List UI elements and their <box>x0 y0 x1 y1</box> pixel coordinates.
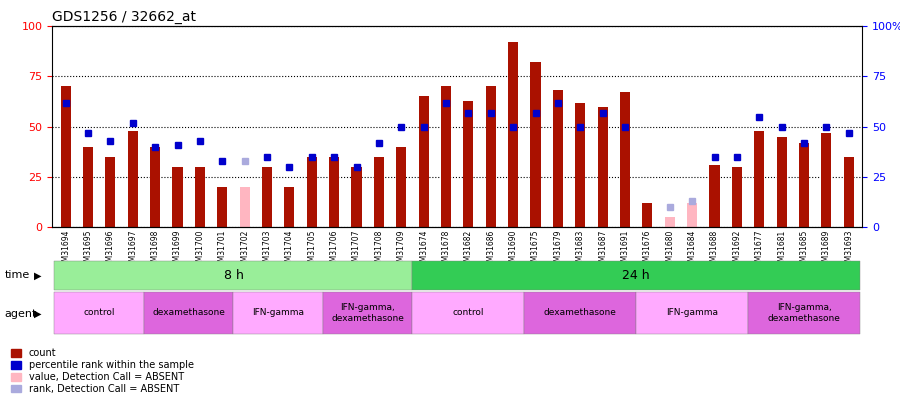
Text: control: control <box>453 308 484 318</box>
Text: control: control <box>84 308 115 318</box>
Bar <box>508 43 518 227</box>
Text: IFN-gamma,
dexamethasone: IFN-gamma, dexamethasone <box>768 303 841 322</box>
Bar <box>374 157 384 227</box>
Bar <box>83 147 93 227</box>
Bar <box>575 102 585 227</box>
Legend: count, percentile rank within the sample, value, Detection Call = ABSENT, rank, : count, percentile rank within the sample… <box>9 346 196 396</box>
Bar <box>530 62 541 227</box>
Text: time: time <box>4 271 30 280</box>
Bar <box>352 167 362 227</box>
Text: ▶: ▶ <box>34 271 41 280</box>
Text: 8 h: 8 h <box>223 269 243 282</box>
Bar <box>150 147 160 227</box>
Bar <box>262 167 272 227</box>
Bar <box>284 187 294 227</box>
Bar <box>620 92 630 227</box>
Bar <box>754 130 764 227</box>
Bar <box>217 187 228 227</box>
Bar <box>239 187 249 227</box>
Bar <box>598 107 608 227</box>
Bar <box>843 157 854 227</box>
Bar <box>194 167 205 227</box>
Bar <box>732 167 742 227</box>
Bar <box>643 203 652 227</box>
Bar <box>396 147 406 227</box>
Bar <box>105 157 115 227</box>
Bar <box>687 203 698 227</box>
Text: dexamethasone: dexamethasone <box>544 308 617 318</box>
Text: GDS1256 / 32662_at: GDS1256 / 32662_at <box>52 10 196 24</box>
Bar <box>307 157 317 227</box>
Bar <box>709 165 720 227</box>
Text: dexamethasone: dexamethasone <box>152 308 225 318</box>
Text: IFN-gamma,
dexamethasone: IFN-gamma, dexamethasone <box>331 303 404 322</box>
Text: IFN-gamma: IFN-gamma <box>252 308 304 318</box>
Text: 24 h: 24 h <box>623 269 650 282</box>
Bar <box>777 136 787 227</box>
Bar <box>173 167 183 227</box>
Bar <box>822 132 832 227</box>
Text: ▶: ▶ <box>34 309 41 319</box>
Text: agent: agent <box>4 309 37 319</box>
Bar <box>486 86 496 227</box>
Bar <box>418 96 428 227</box>
Bar <box>464 100 473 227</box>
Bar <box>799 143 809 227</box>
Bar <box>553 90 562 227</box>
Bar <box>441 86 451 227</box>
Bar <box>128 130 138 227</box>
Bar <box>60 86 71 227</box>
Bar <box>329 157 339 227</box>
Text: IFN-gamma: IFN-gamma <box>666 308 718 318</box>
Bar <box>665 217 675 227</box>
